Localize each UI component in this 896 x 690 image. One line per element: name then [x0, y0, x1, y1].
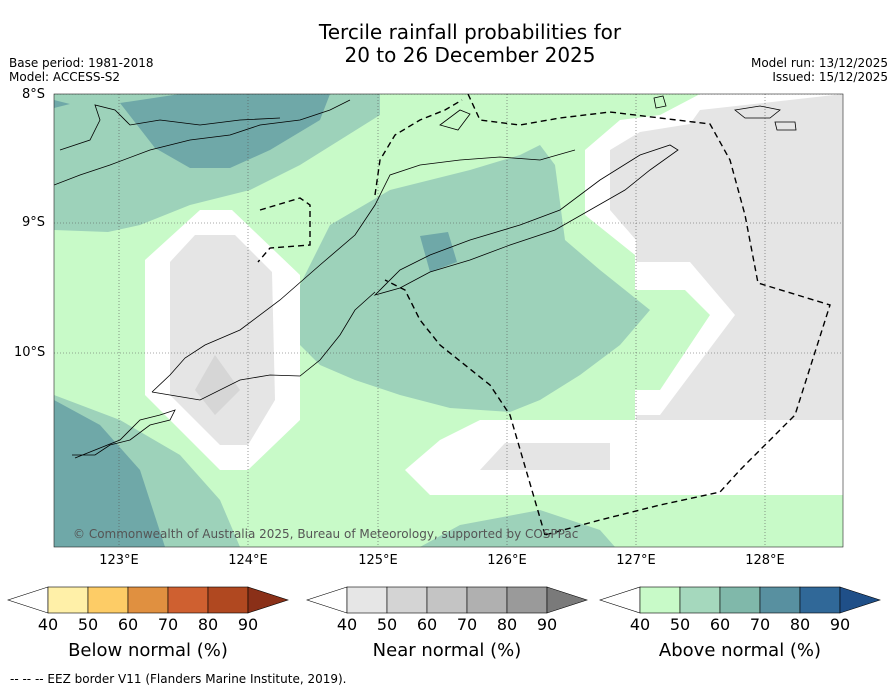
issued-text: Issued: 15/12/2025 — [772, 70, 888, 84]
colorbar-high-extend — [839, 586, 881, 614]
colorbar-title-near: Near normal (%) — [372, 640, 522, 661]
colorbar-title-above: Above normal (%) — [658, 640, 822, 661]
colorbar-segment — [759, 586, 801, 614]
colorbar-segment — [386, 586, 428, 614]
colorbar-segment — [87, 586, 129, 614]
colorbar-tick-label: 90 — [536, 615, 558, 634]
colorbar-segment — [679, 586, 721, 614]
lon-label-127e: 127°E — [616, 553, 656, 568]
above-60-region-south — [54, 400, 165, 547]
colorbar-segment — [346, 586, 388, 614]
eez-footer-note: -- -- -- EEZ border V11 (Flanders Marine… — [10, 672, 347, 686]
colorbar-title-below: Below normal (%) — [68, 640, 228, 661]
lon-label-123e: 123°E — [99, 553, 139, 568]
lat-label-8s: 8°S — [22, 87, 46, 102]
colorbar-tick-label: 80 — [496, 615, 518, 634]
colorbar-below-normal — [7, 586, 289, 614]
colorbars — [7, 586, 881, 614]
above-60-region-north — [120, 94, 330, 168]
colorbar-segment — [466, 586, 508, 614]
colorbar-tick-label: 50 — [77, 615, 99, 634]
colorbar-tick-label: 80 — [197, 615, 219, 634]
colorbar-low-extend — [306, 586, 348, 614]
lat-label-10s: 10°S — [14, 345, 46, 360]
colorbar-tick-label: 40 — [37, 615, 59, 634]
colorbar-segment — [719, 586, 761, 614]
map-title-line2: 20 to 26 December 2025 — [344, 43, 596, 67]
colorbar-segment — [506, 586, 548, 614]
lon-label-128e: 128°E — [745, 553, 785, 568]
colorbar-tick-label: 50 — [669, 615, 691, 634]
map-title-line1: Tercile rainfall probabilities for — [318, 20, 622, 44]
colorbar-low-extend — [599, 586, 641, 614]
near-40-region-south — [480, 443, 610, 470]
colorbar-tick-label: 70 — [456, 615, 478, 634]
colorbar-tick-label: 40 — [629, 615, 651, 634]
colorbar-segment — [639, 586, 681, 614]
colorbar-near-normal — [306, 586, 588, 614]
lon-label-124e: 124°E — [228, 553, 268, 568]
lon-label-125e: 125°E — [358, 553, 398, 568]
near-50-patch — [195, 355, 240, 415]
base-period-text: Base period: 1981-2018 — [9, 56, 154, 70]
above-60-corner — [54, 100, 70, 108]
colorbar-high-extend — [546, 586, 588, 614]
colorbar-tick-label: 90 — [829, 615, 851, 634]
colorbar-tick-label: 60 — [117, 615, 139, 634]
colorbar-segment — [167, 586, 209, 614]
colorbar-low-extend — [7, 586, 49, 614]
colorbar-above-normal — [599, 586, 881, 614]
model-run-text: Model run: 13/12/2025 — [750, 56, 888, 70]
colorbar-tick-label: 40 — [336, 615, 358, 634]
above-50-region-central — [290, 145, 650, 412]
bottom-white-zone — [405, 420, 843, 495]
colorbar-tick-label: 60 — [709, 615, 731, 634]
colorbar-tick-label: 70 — [749, 615, 771, 634]
lon-label-126e: 126°E — [487, 553, 527, 568]
lat-label-9s: 9°S — [22, 215, 46, 230]
colorbar-tick-label: 80 — [789, 615, 811, 634]
colorbar-high-extend — [247, 586, 289, 614]
colorbar-segment — [207, 586, 249, 614]
coastlines — [54, 95, 797, 459]
colorbar-tick-label: 70 — [157, 615, 179, 634]
eez-border — [257, 94, 831, 536]
colorbar-tick-label: 50 — [376, 615, 398, 634]
model-text: Model: ACCESS-S2 — [9, 70, 121, 84]
map-frame — [53, 93, 844, 548]
colorbar-segment — [426, 586, 468, 614]
colorbar-tick-label: 90 — [237, 615, 259, 634]
colorbar-segment — [47, 586, 89, 614]
colorbar-segment — [127, 586, 169, 614]
above-50-region-bottom — [420, 510, 615, 547]
colorbar-tick-label: 60 — [416, 615, 438, 634]
colorbar-segment — [799, 586, 841, 614]
near-40-region-east — [610, 94, 843, 470]
near-40-region-west — [170, 235, 275, 445]
copyright-text: © Commonwealth of Australia 2025, Bureau… — [73, 527, 579, 541]
